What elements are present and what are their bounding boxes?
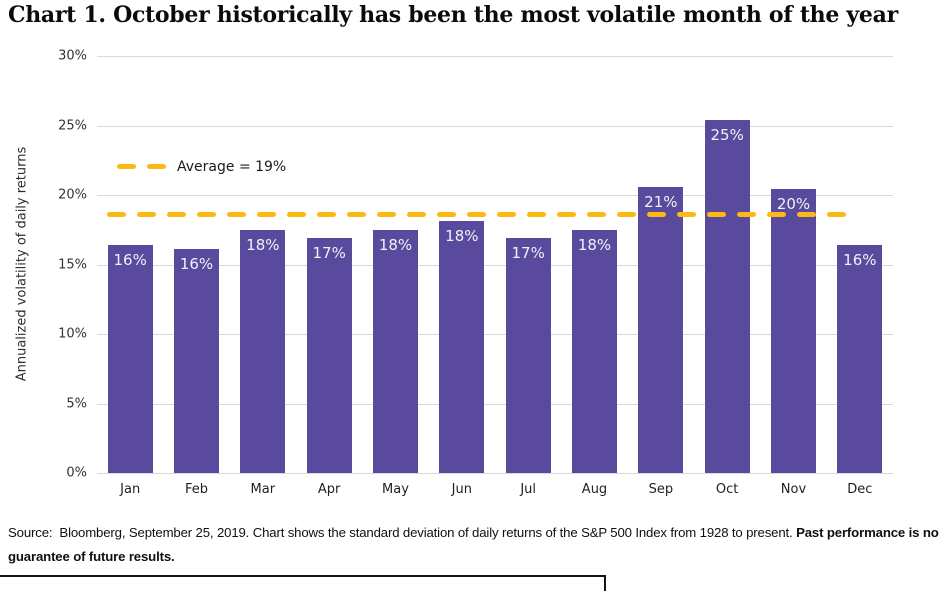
bar: 17% xyxy=(306,238,352,473)
y-tick-label: 15% xyxy=(58,257,87,272)
gridline xyxy=(97,125,893,127)
average-legend-label: Average = 19% xyxy=(177,158,287,175)
bar: 16% xyxy=(837,245,883,473)
x-tick-label: Sep xyxy=(648,482,674,497)
average-dash xyxy=(467,211,486,217)
y-tick-label: 30% xyxy=(58,48,87,64)
y-tick-label: 10% xyxy=(58,326,87,342)
average-dash xyxy=(257,211,276,217)
average-dash xyxy=(377,211,396,217)
average-dash xyxy=(827,211,846,217)
dashed-line-icon xyxy=(117,164,166,169)
average-dash xyxy=(227,211,246,217)
x-tick-label: Jul xyxy=(520,482,536,497)
source-note-bold: Past performance is no guarantee of futu… xyxy=(8,525,939,564)
bar-value-label: 18% xyxy=(246,235,280,254)
bar: 16% xyxy=(107,245,153,473)
average-line xyxy=(107,211,852,217)
bar: 18% xyxy=(572,229,617,473)
gridline xyxy=(97,473,893,474)
average-dash xyxy=(557,211,576,217)
x-tick-label: Aug xyxy=(581,482,608,497)
gridline xyxy=(97,264,893,266)
bar: 18% xyxy=(439,221,485,473)
gridline xyxy=(97,195,893,196)
average-dash xyxy=(707,211,726,217)
y-tick-label: 25% xyxy=(58,118,87,133)
average-dash xyxy=(767,211,786,217)
average-dash xyxy=(137,211,156,217)
average-dash xyxy=(317,211,336,217)
bar: 18% xyxy=(373,229,418,473)
average-dash xyxy=(737,211,756,217)
bar: 20% xyxy=(771,189,816,473)
y-tick-label: 20% xyxy=(58,187,87,203)
x-tick-label: Jan xyxy=(120,482,141,497)
average-dash xyxy=(407,211,426,217)
average-dash xyxy=(347,211,366,217)
average-dash xyxy=(617,211,636,217)
average-legend: Average = 19% xyxy=(117,158,287,175)
x-tick-label: Dec xyxy=(847,482,873,497)
average-dash xyxy=(677,211,696,217)
bar-value-label: 16% xyxy=(843,251,877,270)
y-tick-label: 0% xyxy=(66,465,87,481)
bar-value-label: 16% xyxy=(179,255,214,274)
x-tick-label: Nov xyxy=(780,482,807,497)
average-dash xyxy=(147,164,166,169)
truncated-footnote-box xyxy=(0,575,606,591)
average-dash xyxy=(587,211,606,217)
y-axis-title: Annualized volatility of daily returns xyxy=(14,146,30,382)
x-tick-label: Jun xyxy=(451,482,472,497)
average-dash xyxy=(497,211,516,217)
plot-area: 0% 5% 10% 15% 20% 25% 30% 16% Jan 16% Feb 18% Mar 17%… xyxy=(58,49,893,497)
average-dash xyxy=(437,211,456,217)
bar-value-label: 17% xyxy=(312,244,346,263)
bar-value-label: 17% xyxy=(511,244,545,263)
bar-value-label: 18% xyxy=(577,235,612,254)
bar-value-label: 16% xyxy=(113,251,147,270)
bar-value-label: 21% xyxy=(644,192,678,211)
average-dash xyxy=(647,211,666,217)
y-tick-label: 5% xyxy=(66,396,87,411)
chart-title: Chart 1. October historically has been t… xyxy=(8,2,898,28)
average-dash xyxy=(197,211,216,217)
bar-value-label: 18% xyxy=(378,235,413,254)
x-tick-label: Mar xyxy=(250,482,276,497)
gridline xyxy=(97,403,893,405)
bar: 17% xyxy=(505,238,551,473)
x-tick-label: Feb xyxy=(184,482,208,497)
gridline xyxy=(97,334,893,335)
bar-value-label: 18% xyxy=(445,227,479,246)
bar-value-label: 25% xyxy=(710,125,744,144)
gridline xyxy=(97,56,893,57)
x-tick-label: Oct xyxy=(715,482,739,497)
average-dash xyxy=(527,211,546,217)
bar: 25% xyxy=(704,119,750,473)
bar: 18% xyxy=(240,229,286,473)
source-note-regular: Source: Bloomberg, September 25, 2019. C… xyxy=(8,525,797,540)
average-dash xyxy=(107,211,126,217)
source-note: Source: Bloomberg, September 25, 2019. C… xyxy=(8,521,942,569)
average-dash xyxy=(287,211,306,217)
average-dash xyxy=(117,164,136,169)
bar: 16% xyxy=(174,249,219,473)
bar: 21% xyxy=(638,186,684,473)
average-dash xyxy=(797,211,816,217)
average-dash xyxy=(167,211,186,217)
x-tick-label: May xyxy=(382,482,409,497)
bar-value-label: 20% xyxy=(776,195,811,214)
x-tick-label: Apr xyxy=(317,482,341,497)
